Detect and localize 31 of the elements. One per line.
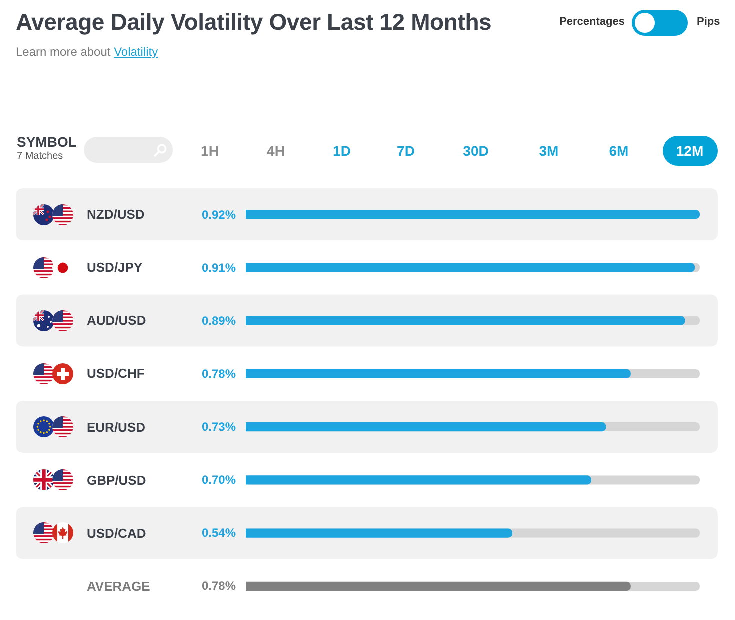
data-label: 0.78% xyxy=(202,579,236,593)
text: 1D xyxy=(333,143,351,159)
chart-title: Average Daily Volatility Over Last 12 Months xyxy=(16,9,492,36)
y-tick-label: AUD/USD xyxy=(87,313,146,328)
data-label: 0.70% xyxy=(202,473,236,487)
text: 6M xyxy=(609,143,629,159)
text: 1H xyxy=(201,143,219,159)
y-tick-label: GBP/USD xyxy=(87,473,146,488)
text: Pips xyxy=(697,16,720,28)
y-tick-label: NZD/USD xyxy=(87,207,145,222)
y-tick-label: USD/JPY xyxy=(87,260,143,275)
data-label: 0.73% xyxy=(202,420,236,434)
data-label: 0.91% xyxy=(202,261,236,275)
text: Percentages xyxy=(560,16,625,28)
y-tick-label: AVERAGE xyxy=(87,579,151,594)
text: 30D xyxy=(463,143,489,159)
y-tick-label: USD/CHF xyxy=(87,366,145,381)
bar xyxy=(246,263,696,272)
text: Learn more about Volatility xyxy=(16,45,158,59)
text: 7 Matches xyxy=(17,151,64,162)
text: 12M xyxy=(676,143,704,159)
y-tick-label: USD/CAD xyxy=(87,526,146,541)
data-label: 0.54% xyxy=(202,526,236,540)
y-tick-label: EUR/USD xyxy=(87,420,146,435)
text: 7D xyxy=(397,143,415,159)
text: SYMBOL xyxy=(17,134,77,150)
data-label: 0.89% xyxy=(202,314,236,328)
data-label: 0.78% xyxy=(202,367,236,381)
text: 4H xyxy=(267,143,285,159)
data-label: 0.92% xyxy=(202,208,236,222)
text: 3M xyxy=(539,143,559,159)
